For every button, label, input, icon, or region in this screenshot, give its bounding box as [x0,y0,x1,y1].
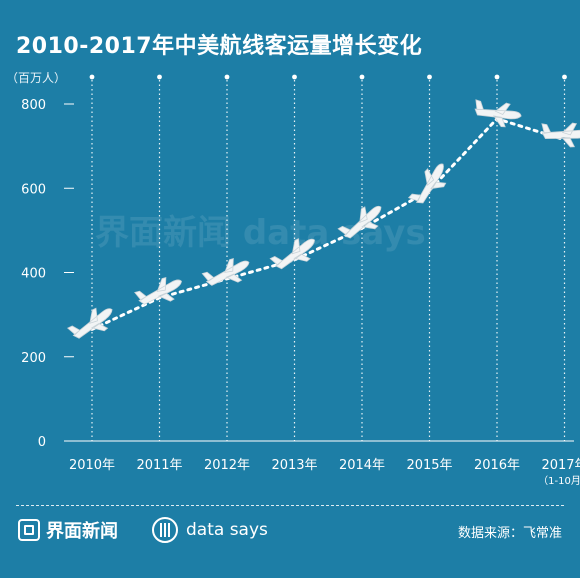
airplane-icon [134,276,182,305]
grid-top-dot [494,74,500,80]
x-tick-label: 2012年 [204,458,250,473]
series-line [90,117,566,331]
airplane-shape [134,276,182,305]
grid-top-dot [89,74,95,80]
grid-top-dot [562,74,567,80]
x-tick-label: 2017年 [541,458,580,473]
airplane-shape [407,163,447,204]
airplane-shape [541,122,580,148]
datasays-icon [152,517,178,543]
airplane-shape [474,99,522,128]
x-tick-label: 2016年 [474,458,520,473]
x-tick-label: 2015年 [406,458,452,473]
datasays-logo: data says [152,517,268,543]
x-tick-label: 2014年 [339,458,385,473]
brand-logo: 界面新闻 [18,517,118,543]
y-tick-label: 0 [38,435,46,450]
data-source: 数据来源：飞常准 [457,526,562,541]
y-tick-label: 400 [21,267,46,282]
airplane-icon [407,163,447,204]
airplane-shape [201,258,250,286]
x-tick-note: （1-10月） [538,475,580,487]
airplane-icon [201,258,250,286]
grid-top-dot [157,74,162,80]
airplane-icon [269,238,315,270]
airplane-icon [474,99,522,128]
jiemian-logo-icon [18,519,40,541]
airplane-icon [337,205,382,239]
grid-top-dot [359,74,365,80]
line-chart: 0 200 400 600 800 2010年 2011年 2012年 2013年 2014年 20… [21,74,580,487]
x-tick-label: 2011年 [136,458,182,473]
grid-top-dot [292,74,297,80]
airplane-shape [337,205,382,239]
datasays-label: data says [186,520,268,540]
y-tick-label: 800 [21,98,46,113]
y-axis-unit: （百万人） [6,71,67,85]
airplane-shape [66,307,113,339]
x-tick-label: 2010年 [69,458,115,473]
brand-name: 界面新闻 [46,521,118,542]
airplane-icon [66,307,113,339]
airplane-shape [269,238,315,270]
y-tick-label: 600 [21,182,46,197]
grid-top-dot [427,74,432,80]
footer-divider [16,505,564,506]
grid-top-dot [224,74,230,80]
x-tick-label: 2013年 [271,458,317,473]
airplane-icon [541,122,580,148]
page-title: 2010-2017年中美航线客运量增长变化 [16,34,423,59]
y-tick-label: 200 [21,351,46,366]
